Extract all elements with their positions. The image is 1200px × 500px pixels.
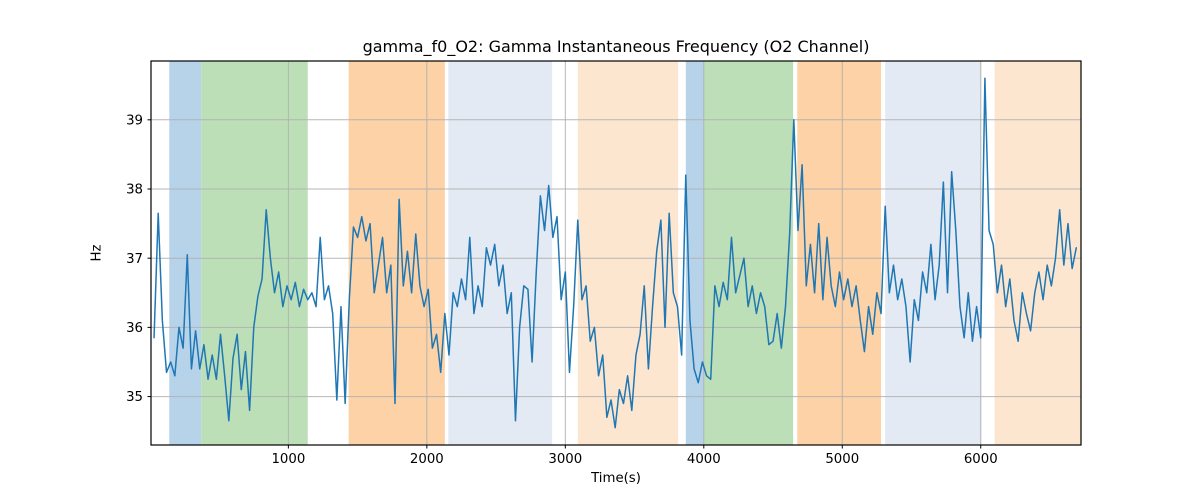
series-line-gamma_f0_O2 — [153, 77, 1078, 429]
y-tick-label: 37 — [126, 252, 143, 267]
green-band-1 — [201, 61, 308, 445]
y-tick-label: 35 — [126, 390, 143, 405]
y-tick-label: 38 — [126, 183, 143, 198]
blue-band-1 — [169, 61, 202, 445]
x-tick-label: 6000 — [964, 452, 998, 467]
paleorange-band-2 — [994, 61, 1081, 445]
x-tick-label: 5000 — [825, 452, 859, 467]
y-tick-label: 39 — [126, 113, 143, 128]
axes-frame — [150, 60, 1082, 446]
lightblue-band-1 — [448, 61, 553, 445]
x-tick-label: 3000 — [548, 452, 582, 467]
x-axis-label: Time(s) — [591, 471, 641, 486]
green-band-2 — [703, 61, 794, 445]
x-tick-label: 4000 — [687, 452, 721, 467]
lightblue-band-2 — [885, 61, 982, 445]
blue-band-2 — [685, 61, 704, 445]
chart-title: gamma_f0_O2: Gamma Instantaneous Frequen… — [362, 37, 870, 56]
y-axis-label: Hz — [89, 244, 105, 262]
x-tick-label: 1000 — [271, 452, 305, 467]
orange-band-1 — [348, 61, 445, 445]
paleorange-band-1 — [577, 61, 679, 445]
x-tick-label: 2000 — [410, 452, 444, 467]
y-tick-label: 36 — [126, 321, 143, 336]
